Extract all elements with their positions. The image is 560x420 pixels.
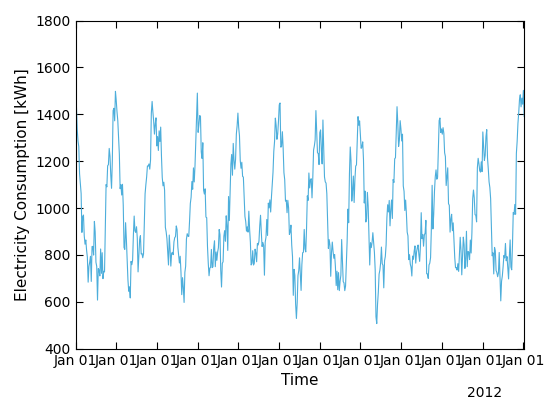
Text: 2012: 2012: [467, 386, 502, 400]
X-axis label: Time: Time: [281, 373, 319, 388]
Y-axis label: Electricity Consumption [kWh]: Electricity Consumption [kWh]: [15, 68, 30, 301]
